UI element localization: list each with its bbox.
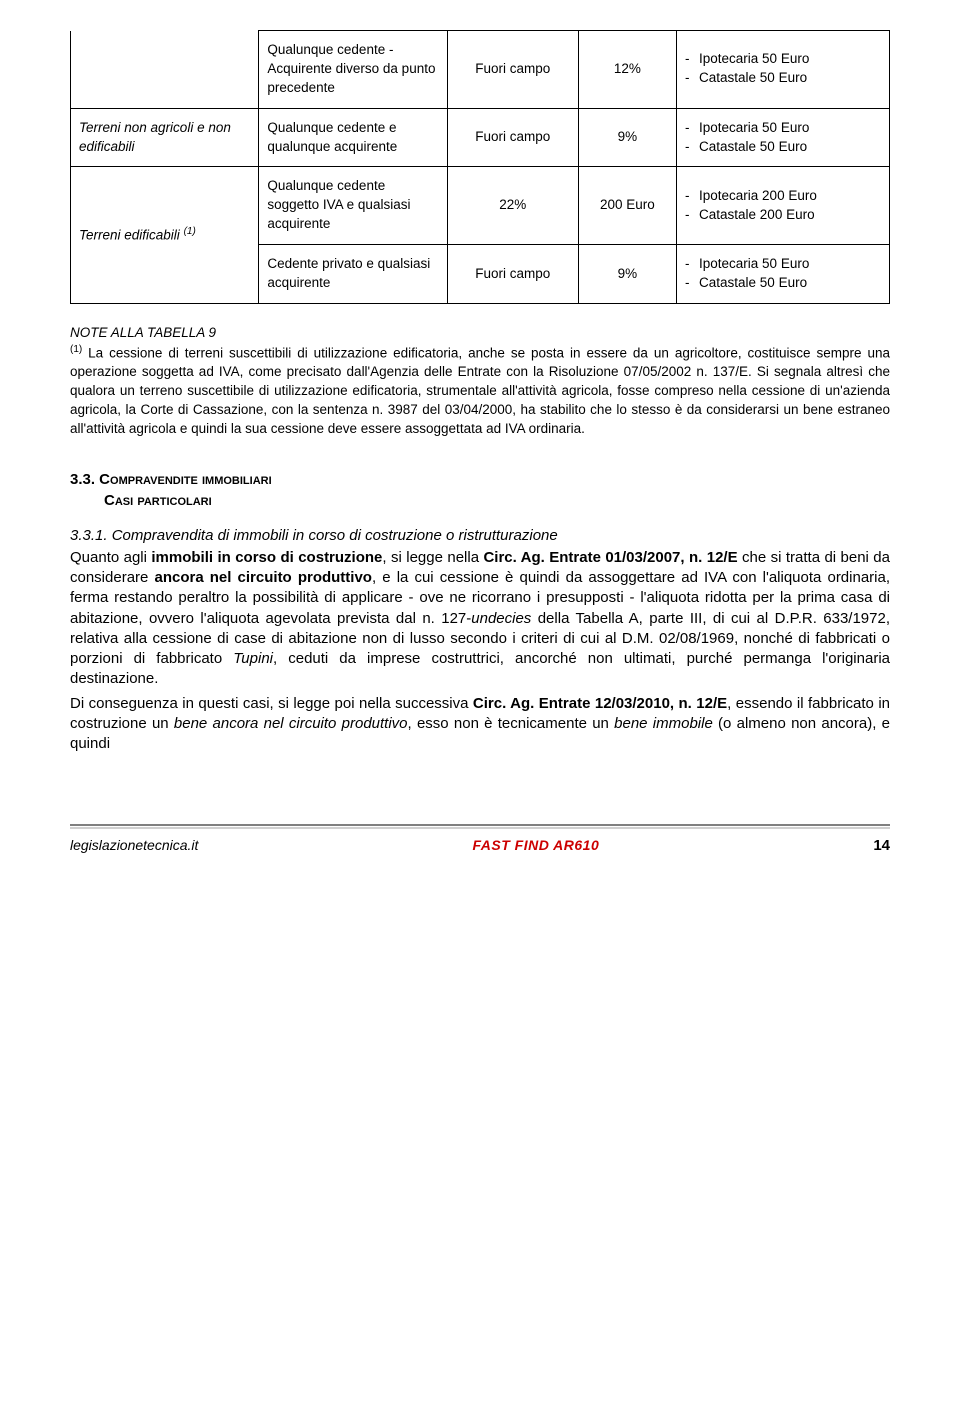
cell-rate: 9% xyxy=(578,245,676,304)
subsection-heading: 3.3.1. Compravendita di immobili in cors… xyxy=(70,525,890,546)
footer-rule xyxy=(70,827,890,829)
cell-taxes: Ipotecaria 200 Euro Catastale 200 Euro xyxy=(677,167,890,245)
cell-seller: Cedente privato e qualsiasi acquirente xyxy=(259,245,447,304)
footer: legislazionetecnica.it FAST FIND AR610 1… xyxy=(70,824,890,856)
text-bold: Circ. Ag. Entrate 01/03/2007, n. 12/E xyxy=(483,549,737,566)
cell-category: Terreni non agricoli e non edificabili xyxy=(71,108,259,167)
tax-item: Ipotecaria 200 Euro xyxy=(685,187,881,206)
cell-rate: 12% xyxy=(578,31,676,109)
tax-item: Catastale 50 Euro xyxy=(685,69,881,88)
section-heading: 3.3. Compravendite immobiliari xyxy=(70,469,890,490)
footer-site: legislazionetecnica.it xyxy=(70,836,198,856)
notes-title: NOTE ALLA TABELLA 9 xyxy=(70,324,890,343)
cell-vat: 22% xyxy=(447,167,578,245)
text-bold: ancora nel circuito produttivo xyxy=(154,569,372,586)
text-italic: bene immobile xyxy=(614,715,713,732)
category-label: Terreni edificabili xyxy=(79,227,184,242)
table-notes: NOTE ALLA TABELLA 9 (1) La cessione di t… xyxy=(70,324,890,439)
tax-item: Catastale 200 Euro xyxy=(685,206,881,225)
text-bold: Circ. Ag. Entrate 12/03/2010, n. 12/E xyxy=(473,695,727,712)
text: Di conseguenza in questi casi, si legge … xyxy=(70,695,473,712)
tax-item: Ipotecaria 50 Euro xyxy=(685,119,881,138)
paragraph: Di conseguenza in questi casi, si legge … xyxy=(70,694,890,755)
section-subtitle: Casi particolari xyxy=(104,490,890,511)
tax-item: Catastale 50 Euro xyxy=(685,274,881,293)
paragraph: Quanto agli immobili in corso di costruz… xyxy=(70,548,890,690)
cell-seller: Qualunque cedente e qualunque acquirente xyxy=(259,108,447,167)
text-italic: undecies xyxy=(471,610,531,627)
cell-taxes: Ipotecaria 50 Euro Catastale 50 Euro xyxy=(677,108,890,167)
cell-vat: Fuori campo xyxy=(447,108,578,167)
tax-item: Ipotecaria 50 Euro xyxy=(685,255,881,274)
cell-rate: 200 Euro xyxy=(578,167,676,245)
cell-category: Terreni edificabili (1) xyxy=(71,167,259,303)
footer-rule xyxy=(70,824,890,826)
cell-seller: Qualunque cedente soggetto IVA e qualsia… xyxy=(259,167,447,245)
footer-code: FAST FIND AR610 xyxy=(472,836,599,856)
text-italic: Tupini xyxy=(233,650,273,667)
notes-body: (1) La cessione di terreni suscettibili … xyxy=(70,343,890,439)
table-row: Terreni edificabili (1) Qualunque cedent… xyxy=(71,167,890,245)
cell-category xyxy=(71,31,259,109)
cell-taxes: Ipotecaria 50 Euro Catastale 50 Euro xyxy=(677,245,890,304)
cell-vat: Fuori campo xyxy=(447,245,578,304)
cell-taxes: Ipotecaria 50 Euro Catastale 50 Euro xyxy=(677,31,890,109)
tax-table: Qualunque cedente - Acquirente diverso d… xyxy=(70,30,890,304)
footnote-marker: (1) xyxy=(70,344,82,355)
text-italic: bene ancora nel circuito produttivo xyxy=(174,715,408,732)
table-row: Terreni non agricoli e non edificabili Q… xyxy=(71,108,890,167)
cell-rate: 9% xyxy=(578,108,676,167)
tax-item: Catastale 50 Euro xyxy=(685,138,881,157)
cell-vat: Fuori campo xyxy=(447,31,578,109)
text: Quanto agli xyxy=(70,549,151,566)
table-row: Qualunque cedente - Acquirente diverso d… xyxy=(71,31,890,109)
page-number: 14 xyxy=(873,835,890,856)
text: , si legge nella xyxy=(382,549,483,566)
tax-item: Ipotecaria 50 Euro xyxy=(685,50,881,69)
notes-text: La cessione di terreni suscettibili di u… xyxy=(70,345,890,436)
text: , esso non è tecnicamente un xyxy=(408,715,615,732)
text-bold: immobili in corso di costruzione xyxy=(151,549,382,566)
section-num-title: 3.3. Compravendite immobiliari xyxy=(70,471,272,488)
cell-seller: Qualunque cedente - Acquirente diverso d… xyxy=(259,31,447,109)
footnote-ref: (1) xyxy=(184,226,196,237)
